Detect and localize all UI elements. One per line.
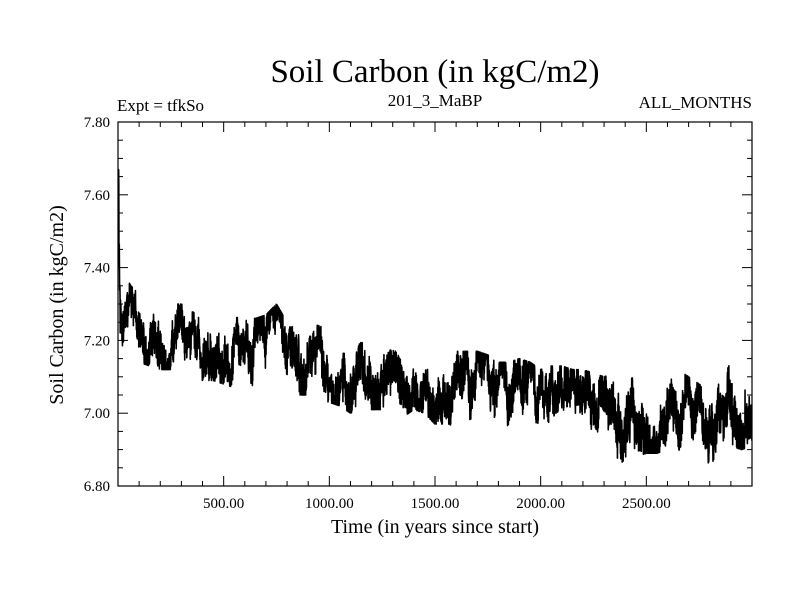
- y-tick-label: 7.80: [84, 115, 110, 131]
- y-tick-label: 7.60: [84, 188, 110, 204]
- data-series: [118, 168, 752, 464]
- y-tick-label: 7.00: [84, 406, 110, 422]
- x-tick-label: 500.00: [203, 496, 244, 512]
- series-line-0: [118, 168, 752, 464]
- chart-title: Soil Carbon (in kgC/m2): [270, 54, 599, 90]
- x-tick-label: 1500.00: [411, 496, 460, 512]
- y-tick-label: 7.20: [84, 333, 110, 349]
- y-tick-label: 6.80: [84, 479, 110, 495]
- x-axis-label: Time (in years since start): [331, 516, 539, 538]
- months-label: ALL_MONTHS: [639, 93, 752, 112]
- axes: 6.80 7.00 7.20 7.40 7.60 7.80 500.00 1000.00 150…: [84, 115, 753, 512]
- y-tick-label: 7.40: [84, 261, 110, 277]
- experiment-label: Expt = tfkSo: [117, 96, 204, 115]
- x-tick-label: 1000.00: [305, 496, 354, 512]
- y-axis-label: Soil Carbon (in kgC/m2): [46, 205, 68, 404]
- x-tick-label: 2500.00: [622, 496, 671, 512]
- run-label: 201_3_MaBP: [388, 91, 482, 110]
- x-tick-label: 2000.00: [516, 496, 565, 512]
